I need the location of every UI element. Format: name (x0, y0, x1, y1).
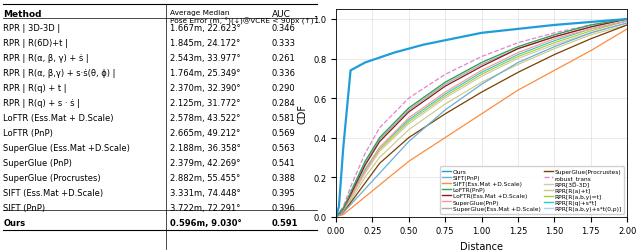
Text: 2.125m, 31.772°: 2.125m, 31.772° (170, 99, 240, 108)
Text: 1.845m, 24.172°: 1.845m, 24.172° (170, 39, 240, 48)
Text: 0.284: 0.284 (272, 99, 296, 108)
Text: 2.578m, 43.522°: 2.578m, 43.522° (170, 114, 240, 122)
Text: RPR | R(α, β, γ) + ṡ |: RPR | R(α, β, γ) + ṡ | (3, 54, 89, 62)
Text: RPR | R(6D)+t |: RPR | R(6D)+t | (3, 39, 68, 48)
Text: Average Median
Pose Error (m, °)(↓)@VCRE < 90px (↑): Average Median Pose Error (m, °)(↓)@VCRE… (170, 10, 313, 24)
Text: 0.596m, 9.030°: 0.596m, 9.030° (170, 218, 241, 228)
Text: 2.665m, 49.212°: 2.665m, 49.212° (170, 129, 240, 138)
Y-axis label: CDF: CDF (298, 103, 307, 123)
Text: SIFT (Ess.Mat +D.Scale): SIFT (Ess.Mat +D.Scale) (3, 188, 103, 198)
Text: AUC: AUC (272, 10, 291, 19)
Text: 3.331m, 74.448°: 3.331m, 74.448° (170, 188, 240, 198)
Text: RPR | R(q) + s · ṡ |: RPR | R(q) + s · ṡ | (3, 99, 80, 108)
Text: 1.667m, 22.623°: 1.667m, 22.623° (170, 24, 240, 33)
Text: 0.346: 0.346 (272, 24, 296, 33)
Text: 0.336: 0.336 (272, 69, 296, 78)
X-axis label: Distance: Distance (460, 241, 503, 251)
Legend: Ours, SIFT(PnP), SIFT(Ess.Mat +D.Scale), LoFTR(PnP), LoFTR(Ess.Mat +D.Scale), Su: Ours, SIFT(PnP), SIFT(Ess.Mat +D.Scale),… (440, 167, 624, 214)
Text: 0.388: 0.388 (272, 174, 296, 182)
Text: LoFTR (PnP): LoFTR (PnP) (3, 129, 53, 138)
Text: SuperGlue (Procrustes): SuperGlue (Procrustes) (3, 174, 101, 182)
Text: SuperGlue (PnP): SuperGlue (PnP) (3, 159, 72, 168)
Text: RPR | 3D-3D |: RPR | 3D-3D | (3, 24, 60, 33)
Text: SIFT (PnP): SIFT (PnP) (3, 204, 45, 212)
Text: 2.188m, 36.358°: 2.188m, 36.358° (170, 144, 241, 152)
Text: 0.261: 0.261 (272, 54, 296, 62)
Text: 0.333: 0.333 (272, 39, 296, 48)
Text: 0.396: 0.396 (272, 204, 296, 212)
Text: 1.764m, 25.349°: 1.764m, 25.349° (170, 69, 240, 78)
Text: 2.543m, 33.977°: 2.543m, 33.977° (170, 54, 240, 62)
Text: 0.541: 0.541 (272, 159, 296, 168)
Text: RPR | R(q) + t |: RPR | R(q) + t | (3, 84, 67, 92)
Text: 0.581: 0.581 (272, 114, 296, 122)
Text: 0.563: 0.563 (272, 144, 296, 152)
Text: 2.379m, 42.269°: 2.379m, 42.269° (170, 159, 240, 168)
Text: Method: Method (3, 10, 42, 19)
Text: 2.370m, 32.390°: 2.370m, 32.390° (170, 84, 240, 92)
Text: 0.591: 0.591 (272, 218, 298, 228)
Text: SuperGlue (Ess.Mat +D.Scale): SuperGlue (Ess.Mat +D.Scale) (3, 144, 130, 152)
Text: 0.569: 0.569 (272, 129, 296, 138)
Text: Ours: Ours (3, 218, 26, 228)
Text: 3.722m, 72.291°: 3.722m, 72.291° (170, 204, 240, 212)
Text: 0.290: 0.290 (272, 84, 296, 92)
Text: 2.882m, 55.455°: 2.882m, 55.455° (170, 174, 240, 182)
Text: RPR | R(α, β,γ) + s·ṡ(θ, ϕ) |: RPR | R(α, β,γ) + s·ṡ(θ, ϕ) | (3, 69, 116, 78)
Text: 0.395: 0.395 (272, 188, 296, 198)
Text: LoFTR (Ess.Mat + D.Scale): LoFTR (Ess.Mat + D.Scale) (3, 114, 114, 122)
